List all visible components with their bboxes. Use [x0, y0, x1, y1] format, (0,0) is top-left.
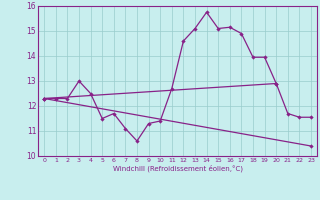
X-axis label: Windchill (Refroidissement éolien,°C): Windchill (Refroidissement éolien,°C): [113, 164, 243, 172]
